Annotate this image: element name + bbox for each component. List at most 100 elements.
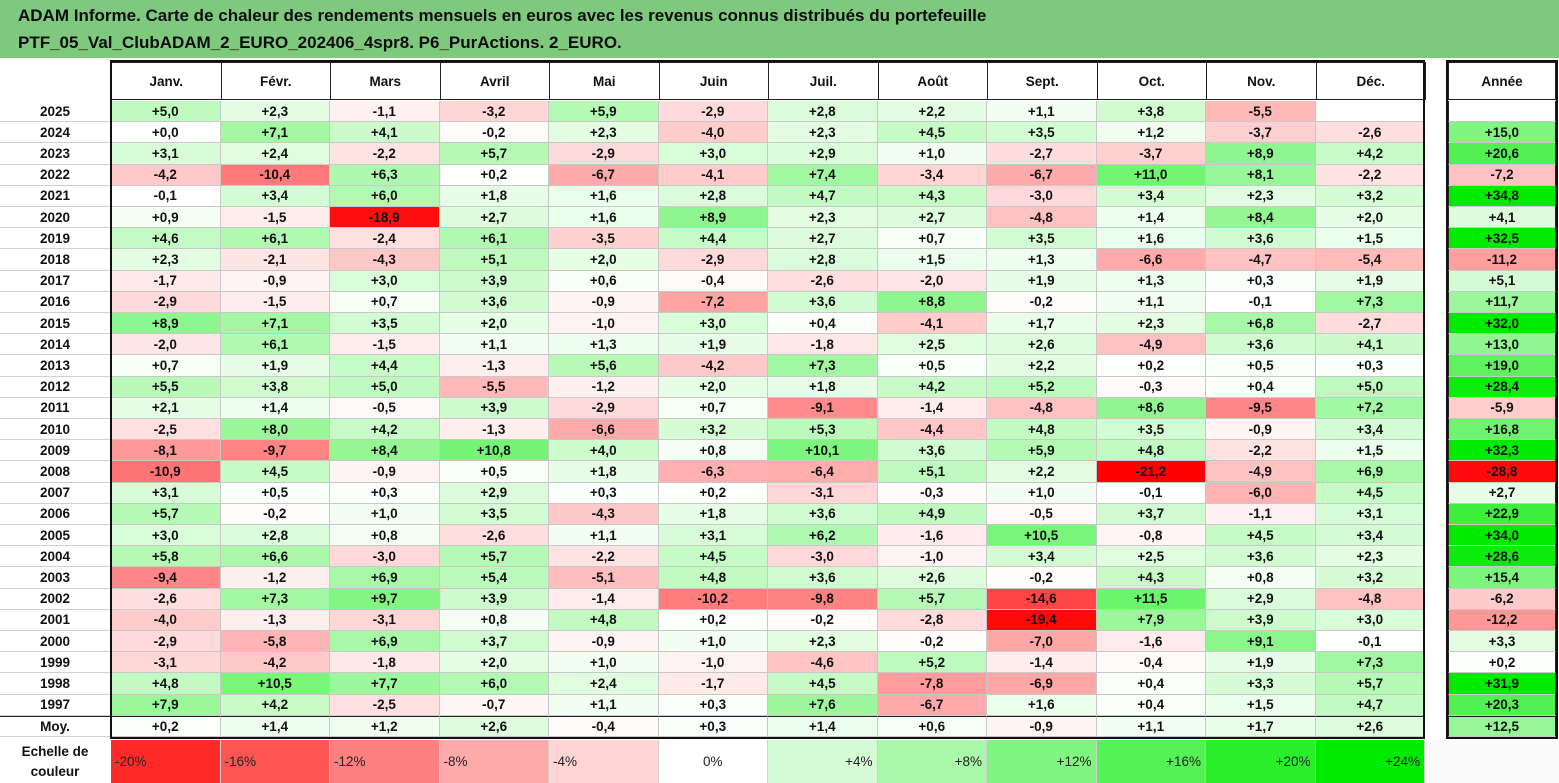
heatmap-cell: +4,9	[877, 503, 987, 525]
annual-cell: +3,3	[1448, 631, 1556, 653]
annual-cell: +2,7	[1448, 482, 1556, 504]
legend-step: +16%	[1096, 740, 1206, 783]
month-header: Juin	[658, 62, 769, 100]
heatmap-cell: +9,7	[330, 588, 440, 610]
heatmap-cell: -1,3	[220, 609, 330, 631]
average-cell: -0,9	[987, 715, 1097, 737]
heatmap-cell: +6,0	[330, 185, 440, 207]
heatmap-cell: -6,7	[877, 694, 987, 716]
heatmap-cell: +3,2	[658, 419, 768, 441]
heatmap-cell: -3,7	[1206, 122, 1316, 144]
heatmap-cell: -4,0	[111, 609, 221, 631]
heatmap-cell: +2,4	[220, 143, 330, 165]
heatmap-cell: -21,2	[1096, 461, 1206, 483]
heatmap-cell: +6,3	[330, 164, 440, 186]
heatmap-cell: -0,2	[877, 631, 987, 653]
heatmap-cell: +1,9	[1206, 652, 1316, 674]
heatmap-cell: -4,1	[877, 313, 987, 335]
heatmap-cell: +3,4	[220, 185, 330, 207]
heatmap-cell: -10,9	[111, 461, 221, 483]
heatmap-cell: -0,9	[220, 270, 330, 292]
year-label: 2016	[0, 292, 110, 313]
heatmap-cell: +1,8	[549, 461, 659, 483]
heatmap-cell: +8,8	[877, 291, 987, 313]
heatmap-cell: +6,9	[1315, 461, 1425, 483]
heatmap-cell: -5,1	[549, 567, 659, 589]
heatmap-cell: +5,0	[1315, 376, 1425, 398]
heatmap-cell: +4,5	[1206, 525, 1316, 547]
legend-step: +24%	[1315, 740, 1425, 783]
heatmap-cell: -9,4	[111, 567, 221, 589]
heatmap-cell: +11,5	[1096, 588, 1206, 610]
month-header: Mars	[330, 62, 441, 100]
heatmap-cell: -0,9	[549, 291, 659, 313]
heatmap-cell: -0,3	[877, 482, 987, 504]
year-label: 2017	[0, 271, 110, 292]
heatmap-cell: +0,8	[330, 525, 440, 547]
year-label: 1999	[0, 652, 110, 674]
legend-step: -16%	[220, 740, 330, 783]
heatmap-cell: +1,0	[877, 143, 987, 165]
annual-cell	[1448, 101, 1556, 123]
heatmap-cell: +4,5	[877, 122, 987, 144]
heatmap-cell: +1,5	[1206, 694, 1316, 716]
heatmap-cell: -3,2	[439, 101, 549, 123]
heatmap-cell: +0,6	[549, 270, 659, 292]
average-cell: +1,1	[1096, 715, 1206, 737]
heatmap-cell: +4,7	[768, 185, 878, 207]
heatmap-cell: +2,9	[439, 482, 549, 504]
heatmap-cell: -1,3	[439, 419, 549, 441]
annual-cell: -11,2	[1448, 249, 1556, 271]
heatmap-cell: +1,0	[658, 631, 768, 653]
heatmap-cell: +0,8	[1206, 567, 1316, 589]
month-header: Mai	[549, 62, 660, 100]
heatmap-cell: -4,4	[877, 419, 987, 441]
heatmap-cell: +0,2	[658, 482, 768, 504]
annual-cell: +15,4	[1448, 567, 1556, 589]
chart-title-line-1: ADAM Informe. Carte de chaleur des rende…	[18, 6, 987, 25]
heatmap-cell: +4,7	[1315, 694, 1425, 716]
heatmap-cell: +3,2	[1315, 185, 1425, 207]
annual-cell: +32,3	[1448, 440, 1556, 462]
year-label: 2007	[0, 483, 110, 504]
heatmap-cell: -2,6	[1315, 122, 1425, 144]
average-cell: +1,4	[220, 715, 330, 737]
heatmap-cell: +1,1	[439, 334, 549, 356]
year-label: 2006	[0, 504, 110, 525]
heatmap-cell: -1,3	[439, 355, 549, 377]
heatmap-cell: +0,5	[1206, 355, 1316, 377]
heatmap-cell: -0,1	[1096, 482, 1206, 504]
heatmap-cell: +1,5	[1315, 440, 1425, 462]
heatmap-cell: +4,3	[1096, 567, 1206, 589]
legend-label: Echelle de couleur	[0, 740, 110, 783]
heatmap-cell: +4,2	[330, 419, 440, 441]
heatmap-cell: +2,9	[768, 143, 878, 165]
heatmap-cell: +0,5	[439, 461, 549, 483]
heatmap-cell: +4,5	[768, 673, 878, 695]
heatmap-cell: +2,2	[987, 355, 1097, 377]
heatmap-cell: +8,1	[1206, 164, 1316, 186]
heatmap-cell: +6,1	[439, 228, 549, 250]
annual-cell: +22,9	[1448, 503, 1556, 525]
average-row-label: Moy.	[0, 715, 110, 737]
heatmap-cell: +3,6	[768, 503, 878, 525]
heatmap-cell: +1,1	[549, 525, 659, 547]
heatmap-cell: +0,2	[1096, 355, 1206, 377]
heatmap-cell: +6,1	[220, 228, 330, 250]
heatmap-cell: +8,9	[658, 207, 768, 229]
heatmap-cell: +2,8	[768, 101, 878, 123]
heatmap-cell: +6,9	[330, 567, 440, 589]
heatmap-cell: +4,5	[220, 461, 330, 483]
heatmap-cell: -3,7	[1096, 143, 1206, 165]
heatmap-cell: +3,4	[1315, 419, 1425, 441]
legend-step: -20%	[111, 740, 221, 783]
heatmap-cell: +3,9	[1206, 609, 1316, 631]
heatmap-cell: +4,2	[220, 694, 330, 716]
heatmap-cell: +4,8	[1096, 440, 1206, 462]
month-header: Sept.	[987, 62, 1098, 100]
heatmap-cell: +11,0	[1096, 164, 1206, 186]
heatmap-cell: -1,0	[877, 546, 987, 568]
heatmap-cell: +2,3	[768, 122, 878, 144]
heatmap-cell: -2,2	[1206, 440, 1316, 462]
heatmap-cell: -7,0	[987, 631, 1097, 653]
